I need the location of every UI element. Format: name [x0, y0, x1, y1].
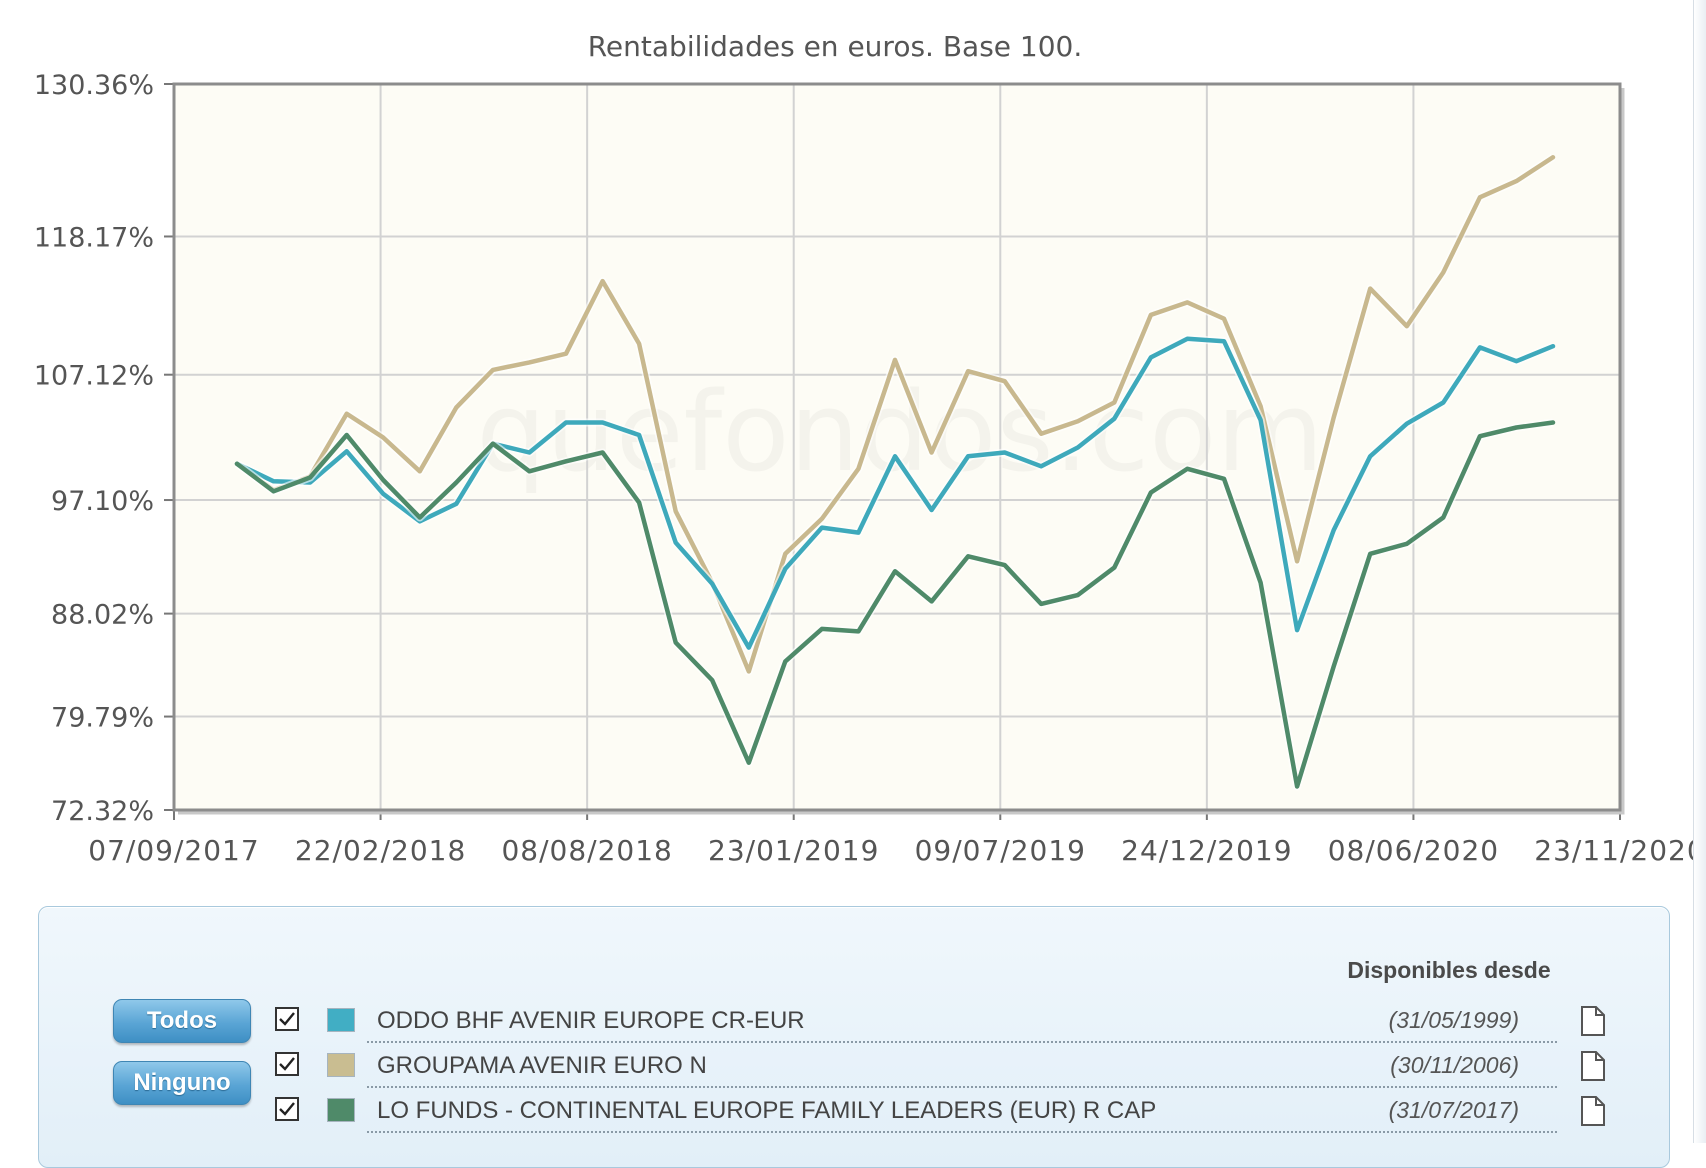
document-icon[interactable]	[1579, 1005, 1607, 1037]
series-checkbox[interactable]	[275, 1007, 299, 1031]
document-icon[interactable]	[1579, 1050, 1607, 1082]
chart-svg: Rentabilidades en euros. Base 100. quefo…	[34, 30, 1705, 867]
checkmark-icon	[279, 1012, 295, 1026]
series-checkbox[interactable]	[275, 1052, 299, 1076]
select-all-button[interactable]: Todos	[113, 999, 251, 1043]
fund-available-date: (31/05/1999)	[1388, 1007, 1519, 1033]
row-divider	[367, 1086, 1557, 1088]
x-tick-label: 22/02/2018	[295, 834, 466, 867]
legend-row: GROUPAMA AVENIR EURO N (30/11/2006)	[39, 1044, 1669, 1088]
y-tick-label: 79.79%	[51, 703, 154, 734]
x-tick-label: 23/01/2019	[708, 834, 879, 867]
x-tick-label: 09/07/2019	[915, 834, 1086, 867]
checkmark-icon	[279, 1057, 295, 1071]
legend-header: Disponibles desde	[1347, 957, 1551, 983]
series-checkbox[interactable]	[275, 1097, 299, 1121]
series-color-swatch	[327, 1098, 355, 1122]
plot-shadow	[178, 88, 1625, 815]
x-tick-label: 07/09/2017	[88, 834, 259, 867]
legend-row: ODDO BHF AVENIR EUROPE CR-EUR (31/05/199…	[39, 999, 1669, 1043]
row-divider	[367, 1131, 1557, 1133]
fund-name: LO FUNDS - CONTINENTAL EUROPE FAMILY LEA…	[377, 1097, 1157, 1124]
y-tick-label: 107.12%	[34, 361, 154, 392]
legend-panel: Disponibles desde Todos Ninguno ODDO BHF…	[38, 906, 1670, 1168]
series-line	[234, 155, 1556, 674]
watermark: quefondos.com	[476, 368, 1323, 496]
series-color-swatch	[327, 1008, 355, 1032]
x-tick-label: 24/12/2019	[1121, 834, 1292, 867]
chart-title: Rentabilidades en euros. Base 100.	[588, 30, 1083, 63]
document-icon[interactable]	[1579, 1095, 1607, 1127]
fund-available-date: (30/11/2006)	[1390, 1052, 1519, 1078]
series-color-swatch	[327, 1053, 355, 1077]
plot-border	[172, 82, 1622, 812]
legend-row: LO FUNDS - CONTINENTAL EUROPE FAMILY LEA…	[39, 1089, 1669, 1133]
x-tick-label: 23/11/2020	[1534, 834, 1705, 867]
x-tick-label: 08/06/2020	[1328, 834, 1499, 867]
fund-name: ODDO BHF AVENIR EUROPE CR-EUR	[377, 1007, 805, 1034]
y-tick-label: 118.17%	[34, 222, 154, 253]
scrollbar-track[interactable]	[1693, 0, 1706, 1143]
series-line	[234, 336, 1556, 650]
series-line	[234, 420, 1556, 789]
checkmark-icon	[279, 1102, 295, 1116]
select-none-button[interactable]: Ninguno	[113, 1061, 251, 1105]
row-divider	[367, 1041, 1557, 1043]
y-tick-label: 130.36%	[34, 70, 154, 101]
x-tick-label: 08/08/2018	[501, 834, 672, 867]
performance-chart: Rentabilidades en euros. Base 100. quefo…	[34, 30, 1705, 867]
y-tick-label: 72.32%	[51, 796, 154, 827]
y-tick-label: 97.10%	[51, 486, 154, 517]
series-lines	[234, 153, 1556, 791]
fund-available-date: (31/07/2017)	[1388, 1097, 1519, 1123]
fund-name: GROUPAMA AVENIR EURO N	[377, 1052, 707, 1079]
y-tick-label: 88.02%	[51, 600, 154, 631]
axes: 130.36% 118.17% 107.12% 97.10% 88.02% 79.79% 7…	[34, 70, 1705, 867]
